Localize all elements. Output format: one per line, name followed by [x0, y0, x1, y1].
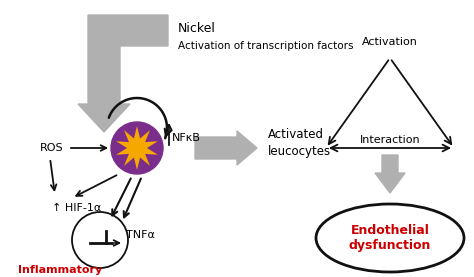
Text: TNFα: TNFα — [126, 230, 155, 240]
Text: ↑ HIF-1α: ↑ HIF-1α — [52, 203, 101, 213]
Text: Inflammatory
response: Inflammatory response — [18, 265, 102, 277]
Text: Activated
leucocytes: Activated leucocytes — [268, 129, 331, 158]
Circle shape — [111, 122, 163, 174]
Polygon shape — [78, 15, 168, 132]
Text: Endothelial
dysfunction: Endothelial dysfunction — [349, 224, 431, 253]
Ellipse shape — [316, 204, 464, 272]
Text: Activation of transcription factors: Activation of transcription factors — [178, 41, 354, 51]
Text: ROS: ROS — [40, 143, 64, 153]
Text: Interaction: Interaction — [360, 135, 420, 145]
Polygon shape — [116, 126, 158, 170]
Text: Activation: Activation — [362, 37, 418, 47]
Text: NFκB: NFκB — [172, 133, 201, 143]
Polygon shape — [375, 155, 405, 193]
Text: Nickel: Nickel — [178, 22, 216, 35]
FancyArrow shape — [195, 131, 257, 165]
